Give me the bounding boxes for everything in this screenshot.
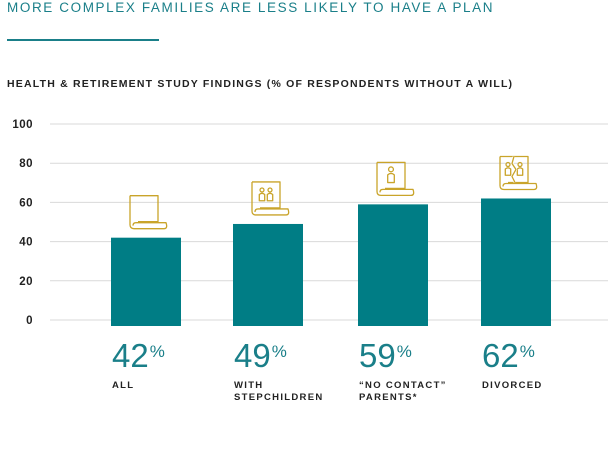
y-tick-label: 100 (12, 119, 33, 131)
y-tick-label: 60 (19, 197, 33, 209)
category-label: “NO CONTACT” (359, 380, 447, 391)
bar-3 (358, 204, 428, 326)
category-label: DIVORCED (482, 380, 543, 391)
y-tick-label: 80 (19, 158, 33, 170)
y-tick-label: 40 (19, 237, 33, 249)
category-label: STEPCHILDREN (234, 392, 324, 403)
bar-4 (481, 198, 551, 326)
y-tick-label: 20 (19, 276, 33, 288)
percent-sign: % (150, 342, 165, 361)
headline-underline (7, 39, 159, 41)
category-label: WITH (234, 380, 263, 391)
value-label: 62 (482, 337, 519, 374)
bar-2 (233, 223, 303, 326)
stepchildren-document-icon (251, 181, 290, 216)
percent-sign: % (397, 342, 412, 361)
headline: MORE COMPLEX FAMILIES ARE LESS LIKELY TO… (7, 0, 495, 15)
single-parent-document-icon (376, 161, 415, 197)
percent-sign: % (520, 342, 535, 361)
chart-subtitle: HEALTH & RETIREMENT STUDY FINDINGS (% OF… (7, 78, 514, 90)
value-label: 49 (234, 337, 271, 374)
category-label: ALL (112, 380, 134, 391)
bar-1 (111, 237, 181, 326)
percent-sign: % (272, 342, 287, 361)
category-label: PARENTS* (359, 392, 418, 403)
value-label: 42 (112, 337, 149, 374)
y-tick-label: 0 (26, 315, 33, 327)
divorced-document-icon (499, 155, 538, 191)
value-label: 59 (359, 337, 396, 374)
document-icon (129, 195, 168, 230)
